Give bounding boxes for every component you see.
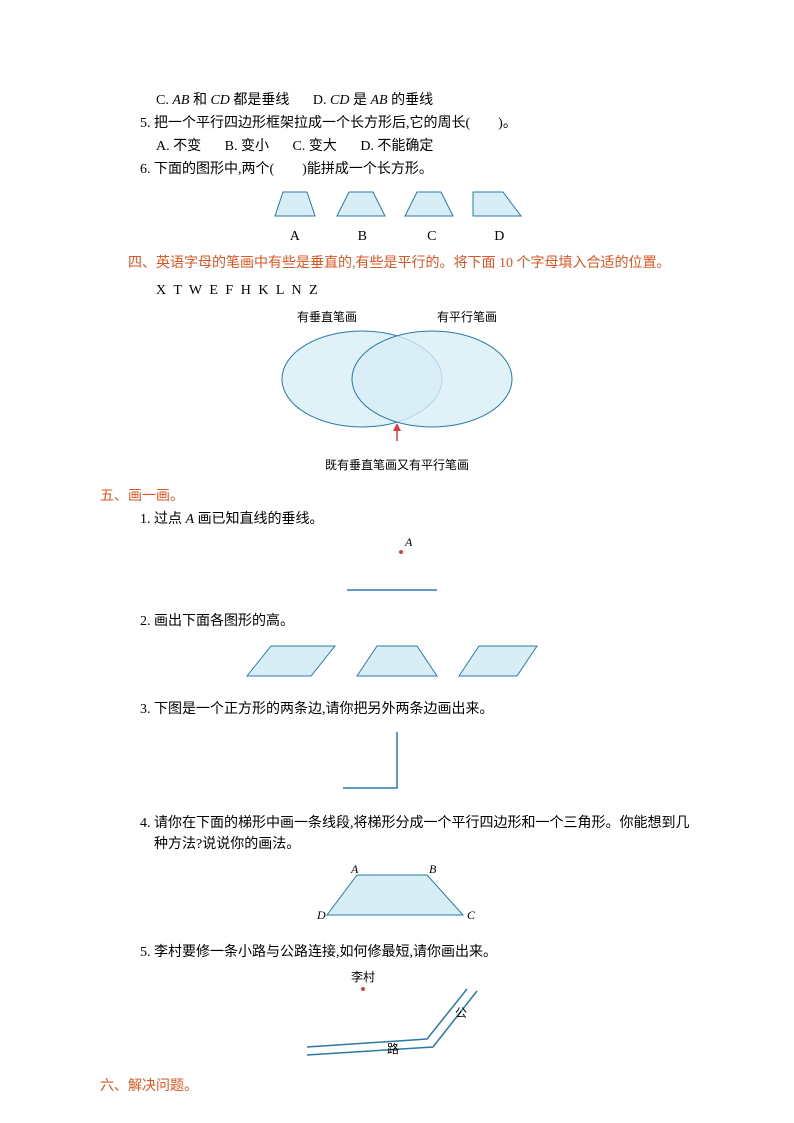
- opt-c-prefix: C.: [156, 93, 172, 108]
- venn-right-label: 有平行笔画: [437, 309, 497, 324]
- s5-q4-figure: A B C D: [100, 861, 694, 932]
- opt-c: C. AB 和 CD 都是垂线: [156, 90, 289, 111]
- village-label: 李村: [351, 969, 375, 984]
- svg-text:D: D: [316, 908, 326, 922]
- s5-q1: 1. 过点 A 画已知直线的垂线。: [100, 509, 694, 530]
- road-lu: 路: [387, 1041, 399, 1056]
- s5q1-svg: A: [297, 536, 497, 594]
- label-d: D: [468, 226, 530, 247]
- s5-q3-figure: [100, 726, 694, 803]
- road-gong: 公: [455, 1006, 467, 1020]
- s5q5-svg: 李村 公 路: [277, 969, 517, 1059]
- opt-d-end: 的垂线: [388, 93, 434, 108]
- s5-q3: 3. 下图是一个正方形的两条边,请你把另外两条边画出来。: [100, 699, 694, 720]
- opt-d-mid: 是: [349, 93, 370, 108]
- svg-text:C: C: [467, 908, 476, 922]
- svg-text:A: A: [350, 862, 359, 876]
- s5q4-svg: A B C D: [307, 861, 487, 925]
- s5-q2: 2. 画出下面各图形的高。: [100, 611, 694, 632]
- opt-d: D. CD 是 AB 的垂线: [313, 90, 433, 111]
- q5-opt-a: A. 不变: [156, 136, 201, 157]
- section-5-header: 五、画一画。: [100, 486, 694, 507]
- s5-q5: 5. 李村要修一条小路与公路连接,如何修最短,请你画出来。: [100, 942, 694, 963]
- point-a-label: A: [404, 536, 413, 549]
- opt-d-prefix: D.: [313, 93, 330, 108]
- q6-shapes-row: [100, 186, 694, 220]
- s5-q1-figure: A: [100, 536, 694, 601]
- opt-c-ab: AB: [172, 93, 189, 108]
- venn-bottom-label: 既有垂直笔画又有平行笔画: [100, 456, 694, 474]
- s5q1-a: A: [186, 512, 195, 527]
- svg-text:B: B: [429, 862, 437, 876]
- letters-list: X T W E F H K L N Z: [100, 280, 694, 301]
- q5-opt-d: D. 不能确定: [360, 136, 433, 157]
- s5-q5-figure: 李村 公 路: [100, 969, 694, 1066]
- s5q3-svg: [327, 726, 467, 796]
- q4-options-cd: C. AB 和 CD 都是垂线 D. CD 是 AB 的垂线: [100, 90, 694, 111]
- village-point: [361, 987, 365, 991]
- opt-d-ab: AB: [370, 93, 387, 108]
- venn-svg: 有垂直笔画 有平行笔画: [257, 309, 537, 449]
- opt-c-cd: CD: [210, 93, 229, 108]
- venn-diagram: 有垂直笔画 有平行笔画 既有垂直笔画又有平行笔画: [100, 309, 694, 474]
- q6-shapes-svg: [267, 186, 527, 220]
- q5-opt-c: C. 变大: [292, 136, 336, 157]
- label-a: A: [264, 226, 326, 247]
- s5q2-svg: [237, 638, 557, 682]
- section-6-header: 六、解决问题。: [100, 1076, 694, 1097]
- q5-text: 5. 把一个平行四边形框架拉成一个长方形后,它的周长( )。: [100, 113, 694, 134]
- q6-text: 6. 下面的图形中,两个( )能拼成一个长方形。: [100, 159, 694, 180]
- section-4-text: 四、英语字母的笔画中有些是垂直的,有些是平行的。将下面 10 个字母填入合适的位…: [128, 256, 671, 271]
- s5-q4: 4. 请你在下面的梯形中画一条线段,将梯形分成一个平行四边形和一个三角形。你能想…: [100, 813, 694, 855]
- section-4-header: 四、英语字母的笔画中有些是垂直的,有些是平行的。将下面 10 个字母填入合适的位…: [100, 253, 694, 274]
- label-c: C: [399, 226, 465, 247]
- point-a: [399, 550, 403, 554]
- opt-c-mid: 和: [189, 93, 210, 108]
- q5-opt-b: B. 变小: [225, 136, 269, 157]
- opt-c-end: 都是垂线: [230, 93, 290, 108]
- venn-left-label: 有垂直笔画: [297, 309, 357, 324]
- s5q1-pre: 1. 过点: [140, 512, 186, 527]
- s5q1-end: 画已知直线的垂线。: [194, 512, 324, 527]
- label-b: B: [329, 226, 395, 247]
- s5-q2-figure: [100, 638, 694, 689]
- q5-options: A. 不变 B. 变小 C. 变大 D. 不能确定: [100, 136, 694, 157]
- q6-labels: A B C D: [100, 226, 694, 247]
- opt-d-cd: CD: [330, 93, 349, 108]
